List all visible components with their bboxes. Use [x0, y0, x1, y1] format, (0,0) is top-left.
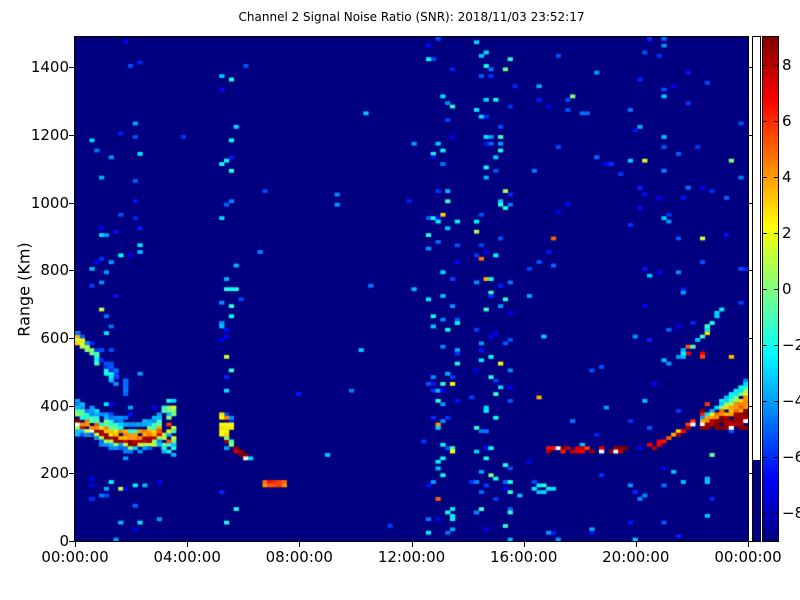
y-tick-mark-right	[749, 473, 753, 475]
x-tick-mark	[187, 542, 189, 547]
colorbar-tick-mark	[774, 121, 778, 122]
x-tick-mark	[523, 542, 525, 547]
colorbar-tick-label: −4	[782, 392, 800, 410]
y-tick-label: 400	[40, 396, 69, 415]
colorbar-tick-mark	[763, 289, 767, 290]
y-tick-mark	[69, 270, 74, 272]
y-tick-label: 600	[40, 329, 69, 347]
colorbar-tick-label: 6	[782, 112, 792, 130]
colorbar-tick-mark	[774, 457, 778, 458]
x-tick-label: 00:00:00	[41, 548, 109, 566]
y-tick-mark-right	[749, 405, 753, 407]
colorbar-tick-mark	[763, 401, 767, 402]
y-tick-label: 800	[40, 261, 69, 280]
colorbar-tick-mark	[774, 233, 778, 234]
colorbar-tick-label: −2	[782, 336, 800, 354]
plot-title: Channel 2 Signal Noise Ratio (SNR): 2018…	[238, 10, 585, 24]
colorbar-tick-mark	[763, 345, 767, 346]
colorbar	[762, 36, 779, 542]
colorbar-tick-mark	[774, 401, 778, 402]
y-tick-mark-right	[749, 270, 753, 272]
y-tick-mark	[69, 338, 74, 339]
colorbar-gradient	[763, 37, 778, 541]
y-tick-mark-right	[749, 202, 753, 204]
colorbar-tick-label: 0	[782, 280, 792, 298]
y-tick-mark	[69, 202, 74, 204]
y-tick-mark-right	[749, 338, 753, 339]
y-tick-mark	[69, 541, 74, 542]
y-tick-mark	[69, 135, 74, 137]
x-tick-mark	[411, 542, 413, 547]
x-tick-label: 08:00:00	[265, 548, 333, 566]
colorbar-tick-mark	[774, 345, 778, 346]
y-tick-mark-right	[749, 67, 753, 69]
x-tick-label: 16:00:00	[490, 548, 558, 566]
colorbar-tick-mark	[774, 513, 778, 514]
y-tick-label: 0	[59, 532, 69, 550]
colorbar-tick-label: 8	[782, 56, 792, 74]
y-tick-mark	[69, 473, 74, 475]
colorbar-tick-mark	[774, 289, 778, 290]
x-tick-mark	[635, 542, 637, 547]
colorbar-tick-mark	[763, 233, 767, 234]
colorbar-tick-mark	[763, 513, 767, 514]
x-tick-mark	[748, 542, 749, 547]
y-tick-mark	[69, 67, 74, 69]
colorbar-tick-label: −8	[782, 504, 800, 522]
x-tick-mark	[299, 542, 301, 547]
aux-strip-data	[753, 460, 760, 541]
colorbar-tick-mark	[774, 177, 778, 178]
colorbar-tick-label: −6	[782, 448, 800, 466]
heatmap-canvas	[75, 37, 748, 541]
colorbar-tick-mark	[763, 177, 767, 178]
y-tick-label: 1200	[30, 126, 69, 145]
y-tick-mark-right	[749, 135, 753, 137]
colorbar-tick-mark	[763, 121, 767, 122]
colorbar-tick-mark	[763, 457, 767, 458]
colorbar-tick-mark	[763, 65, 767, 66]
x-tick-label: 00:00:00	[714, 548, 782, 566]
x-tick-label: 20:00:00	[602, 548, 670, 566]
y-tick-label: 1400	[30, 58, 69, 77]
colorbar-tick-label: 4	[782, 168, 792, 186]
y-axis-label: Range (Km)	[14, 242, 34, 337]
heatmap-plot-area	[74, 36, 749, 542]
aux-data-strip	[752, 36, 761, 542]
y-tick-label: 200	[40, 464, 69, 483]
colorbar-tick-label: 2	[782, 224, 792, 242]
colorbar-tick-mark	[774, 65, 778, 66]
x-tick-label: 12:00:00	[377, 548, 446, 566]
x-tick-label: 04:00:00	[153, 548, 221, 566]
y-tick-mark	[69, 405, 74, 407]
x-tick-mark	[75, 542, 76, 547]
y-tick-label: 1000	[30, 193, 69, 212]
y-tick-mark-right	[749, 541, 753, 542]
